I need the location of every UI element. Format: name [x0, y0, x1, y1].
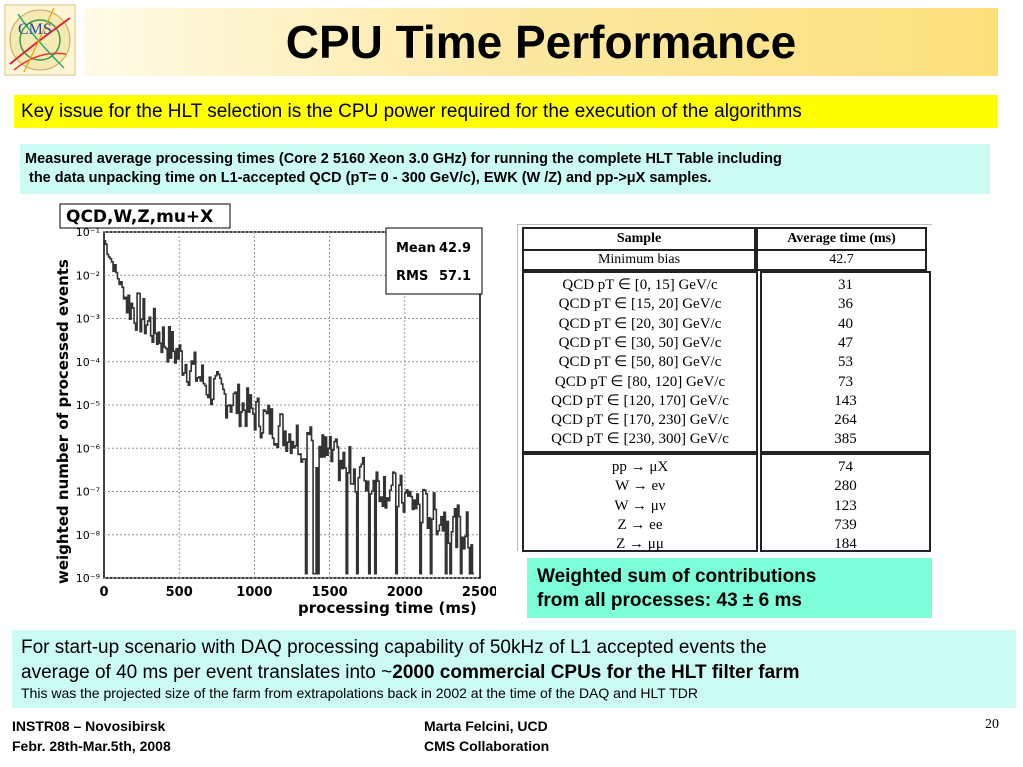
- qcd-sample-column: QCD pT ∈ [0, 15] GeV/c QCD pT ∈ [15, 20] …: [522, 271, 758, 453]
- ewk-time-cell-4: 184: [834, 536, 857, 553]
- table-header: Sample Average time (ms): [522, 227, 927, 251]
- ewk-time-column: 74 280 123 739 184: [760, 453, 931, 552]
- y-axis-label: weighted number of processed events: [54, 259, 72, 584]
- ewk-time-cell-1: 280: [834, 478, 857, 495]
- conclusion-box: For start-up scenario with DAQ processin…: [12, 630, 1016, 708]
- qcd-time-cell-7: 264: [834, 412, 857, 429]
- measurement-line-1: Measured average processing times (Core …: [25, 151, 782, 167]
- chart-title-box: [59, 203, 231, 229]
- logo-text: CMS: [18, 21, 52, 38]
- weighted-sum-line-1: Weighted sum of contributions: [537, 566, 817, 587]
- stats-rms-value: 57.1: [439, 269, 471, 284]
- qcd-time-cell-1: 36: [838, 296, 853, 313]
- ewk-sample-cell-4: Z → μμ: [616, 536, 664, 553]
- x-tick-label: 1500: [312, 585, 348, 600]
- qcd-time-cell-8: 385: [834, 431, 857, 448]
- ewk-sample-column: pp → μX W → eν W → μν Z → ee Z → μμ: [522, 453, 758, 552]
- minbias-time: 42.7: [756, 249, 927, 271]
- stats-rms-label: RMS: [396, 269, 428, 284]
- ewk-time-cell-2: 123: [834, 497, 857, 514]
- x-tick-label: 2000: [387, 585, 423, 600]
- ewk-time-cell-0: 74: [838, 459, 853, 475]
- qcd-time-cell-6: 143: [834, 392, 857, 409]
- conclusion-line-2: average of 40 ms per event translates in…: [21, 660, 1016, 685]
- y-tick-label: 10⁻²: [76, 269, 100, 282]
- x-tick-label: 0: [99, 585, 108, 600]
- qcd-time-cell-4: 53: [838, 354, 853, 371]
- footer-conference: INSTR08 – Novosibirsk Febr. 28th-Mar.5th…: [12, 716, 171, 756]
- y-tick-label: 10⁻⁶: [76, 442, 101, 455]
- qcd-sample-cell-0: QCD pT ∈ [0, 15] GeV/c: [562, 277, 718, 293]
- ewk-sample-cell-1: W → eν: [615, 478, 665, 495]
- y-tick-label: 10⁻⁴: [76, 356, 101, 369]
- qcd-time-cell-5: 73: [838, 373, 853, 390]
- ewk-sample-cell-0: pp → μX: [611, 459, 669, 475]
- timing-table: Sample Average time (ms) Minimum bias 42…: [517, 224, 933, 552]
- histogram-panel: 0 500 1000 1500 2000 2500 10⁻¹ 10⁻² 10⁻³ 10⁻⁴ 10⁻…: [46, 200, 498, 620]
- qcd-sample-cell-2: QCD pT ∈ [20, 30] GeV/c: [558, 315, 722, 332]
- weighted-sum-box: Weighted sum of contributions from all p…: [527, 558, 932, 618]
- conclusion-note: This was the projected size of the farm …: [21, 685, 698, 701]
- qcd-time-cell-3: 47: [838, 334, 853, 351]
- qcd-sample-cell-3: QCD pT ∈ [30, 50] GeV/c: [558, 334, 722, 351]
- x-tick-label: 2500: [462, 585, 496, 600]
- qcd-sample-cell-7: QCD pT ∈ [170, 230] GeV/c: [551, 412, 729, 429]
- measurement-line-2: the data unpacking time on L1-accepted Q…: [29, 170, 712, 186]
- measurement-description: Measured average processing times (Core …: [20, 144, 990, 194]
- qcd-sample-cell-8: QCD pT ∈ [230, 300] GeV/c: [551, 431, 729, 448]
- ewk-sample-cell-3: Z → ee: [617, 516, 663, 533]
- conclusion-highlight: 2000 commercial CPUs for the HLT filter …: [392, 662, 800, 683]
- x-tick-labels: 0 500 1000 1500 2000 2500: [99, 585, 498, 600]
- y-tick-label: 10⁻³: [76, 313, 100, 326]
- qcd-time-column: 31 36 40 47 53 73 143 264 385: [760, 271, 931, 453]
- cms-logo-graphic: CMS: [4, 4, 76, 76]
- footer-conference-dates: Febr. 28th-Mar.5th, 2008: [12, 738, 171, 754]
- y-tick-label: 10⁻⁵: [76, 399, 100, 412]
- chart-title: QCD,W,Z,mu+X: [66, 207, 213, 227]
- footer-conference-name: INSTR08 – Novosibirsk: [12, 718, 166, 734]
- title-bar: CPU Time Performance: [84, 8, 998, 76]
- ewk-time-cell-3: 739: [834, 516, 857, 533]
- minbias-sample: Minimum bias: [522, 249, 756, 271]
- cms-logo: CMS: [4, 4, 76, 76]
- qcd-sample-cell-4: QCD pT ∈ [50, 80] GeV/c: [558, 354, 722, 371]
- header-sample: Sample: [522, 227, 756, 251]
- stats-box: [385, 227, 483, 295]
- qcd-sample-cell-1: QCD pT ∈ [15, 20] GeV/c: [558, 296, 722, 313]
- histogram-chart: 0 500 1000 1500 2000 2500 10⁻¹10⁻²10⁻³10⁻⁴10⁻…: [54, 203, 498, 617]
- y-tick-labels: 10⁻¹ 10⁻² 10⁻³ 10⁻⁴ 10⁻⁵ 10⁻⁶ 10⁻⁷ 10⁻⁸ 10⁻⁹: [76, 226, 101, 585]
- stats-mean-value: 42.9: [439, 241, 471, 256]
- qcd-sample-cell-6: QCD pT ∈ [120, 170] GeV/c: [551, 392, 729, 409]
- key-issue-banner: Key issue for the HLT selection is the C…: [14, 95, 998, 128]
- y-tick-label: 10⁻⁷: [76, 486, 100, 499]
- x-tick-label: 500: [166, 585, 193, 600]
- footer-author-name: Marta Felcini, UCD: [424, 718, 548, 734]
- conclusion-line-1: For start-up scenario with DAQ processin…: [21, 637, 767, 658]
- minbias-row: Minimum bias 42.7: [522, 249, 927, 271]
- y-tick-label: 10⁻⁸: [76, 529, 101, 542]
- x-tick-label: 1000: [236, 585, 272, 600]
- conclusion-line-2-text: average of 40 ms per event translates in…: [21, 662, 393, 683]
- ewk-sample-cell-2: W → μν: [614, 497, 666, 514]
- footer-collaboration: CMS Collaboration: [424, 738, 550, 754]
- weighted-sum-line-2: from all processes: 43 ± 6 ms: [537, 590, 802, 611]
- histogram-series-line: [104, 239, 474, 575]
- qcd-time-cell-2: 40: [838, 315, 853, 332]
- stats-mean-label: Mean: [396, 241, 436, 256]
- x-axis-label: processing time (ms): [298, 599, 477, 617]
- footer-author: Marta Felcini, UCD CMS Collaboration: [424, 716, 549, 756]
- header-average-time: Average time (ms): [756, 227, 927, 251]
- page-number: 20: [985, 717, 999, 732]
- y-tick-label: 10⁻¹: [76, 226, 100, 239]
- qcd-time-cell-0: 31: [838, 277, 853, 293]
- page-title: CPU Time Performance: [285, 16, 797, 68]
- y-tick-label: 10⁻⁹: [76, 572, 100, 585]
- qcd-sample-cell-5: QCD pT ∈ [80, 120] GeV/c: [554, 373, 726, 390]
